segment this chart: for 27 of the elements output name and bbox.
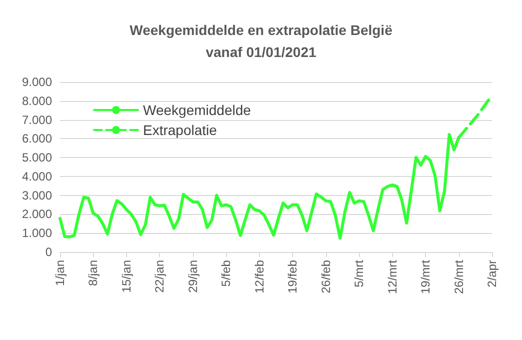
y-tick-label: 1.000: [22, 226, 52, 240]
y-tick-label: 3.000: [22, 188, 52, 202]
legend-label: Weekgemiddelde: [143, 102, 252, 118]
x-tick-label: 5/feb: [219, 260, 234, 287]
x-tick-label: 2/apr: [485, 260, 499, 288]
y-tick-label: 8.000: [22, 94, 52, 108]
x-tick-label: 19/feb: [286, 260, 300, 294]
x-tick-label: 1/jan: [53, 260, 67, 286]
x-tick-label: 12/feb: [252, 260, 266, 294]
x-tick-label: 29/jan: [186, 260, 200, 293]
y-tick-label: 5.000: [22, 150, 52, 165]
y-tick-label: 2.000: [22, 207, 52, 222]
x-tick-label: 22/jan: [152, 260, 167, 293]
legend-label: Extrapolatie: [143, 122, 218, 138]
x-tick-label: 26/feb: [318, 260, 333, 294]
x-tick-label: 12/mrt: [385, 259, 400, 294]
x-tick-label: 19/mrt: [418, 259, 433, 294]
y-tick-label: 6.000: [22, 132, 52, 146]
chart-title: Weekgemiddelde en extrapolatie België vanaf 01/01/2021: [130, 22, 393, 60]
x-tick-label: 5/mrt: [352, 259, 366, 288]
y-tick-label: 4.000: [22, 169, 52, 184]
y-tick-label: 9.000: [22, 75, 52, 89]
x-tick-label: 8/jan: [86, 260, 100, 286]
y-tick-label: 7.000: [22, 112, 52, 127]
y-tick-label: 0: [45, 245, 52, 259]
x-tick-label: 15/jan: [119, 260, 134, 293]
x-tick-label: 26/mrt: [452, 259, 466, 294]
